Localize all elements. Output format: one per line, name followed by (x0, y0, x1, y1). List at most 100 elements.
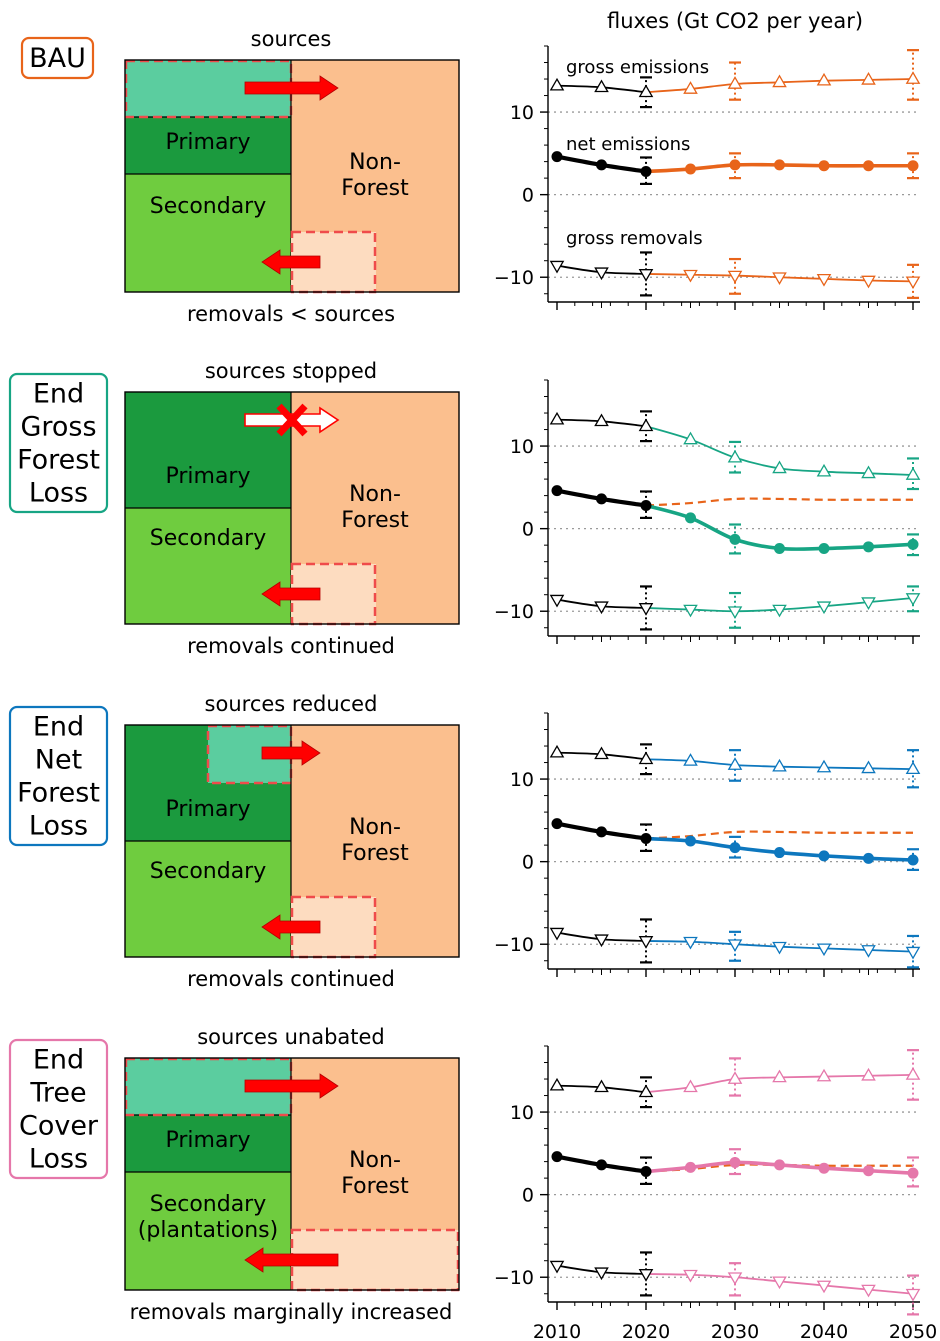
projected-point (727, 270, 743, 284)
removals-arrow-icon (261, 581, 321, 607)
projected-point (772, 460, 787, 474)
projected-point (683, 1079, 698, 1093)
scenario-label: Forest (17, 778, 100, 809)
scenario-label: Net (35, 745, 82, 776)
scenario-label: End (33, 712, 84, 743)
nonforest-label: Forest (341, 841, 409, 866)
scenario-label: Gross (20, 412, 96, 443)
projected-point (905, 71, 921, 84)
historical-point (549, 77, 565, 91)
primary-forest-area (125, 392, 291, 508)
projected-point (905, 467, 921, 480)
projected-point (905, 276, 921, 290)
historical-point (551, 1151, 563, 1163)
diagram-border (124, 59, 460, 293)
secondary-label: Secondary (150, 526, 267, 551)
projected-point (816, 759, 832, 773)
projected-point (685, 512, 696, 524)
flux-chart: −10 0 10 2010 2020 2030 2040 2050 (494, 1045, 937, 1341)
y-tick-label: −10 (494, 1267, 534, 1289)
secondary-label: Secondary (150, 194, 267, 219)
sources-arrow-icon (244, 1073, 339, 1099)
nonforest-label: Non- (349, 150, 401, 175)
y-tick-label: −10 (494, 934, 534, 956)
projected-point (905, 1067, 921, 1080)
removals-arrow-icon (261, 249, 321, 275)
secondary-forest-area (125, 841, 291, 957)
projected-point (861, 275, 876, 289)
scenario-label-box (8, 1038, 109, 1180)
projected-point (861, 1284, 876, 1298)
diagram-top-caption: sources unabated (197, 1025, 385, 1049)
historical-point (640, 833, 652, 845)
historical-point (638, 84, 654, 98)
projected-point (907, 1167, 919, 1179)
projected-point (727, 1071, 743, 1084)
projected-point (683, 269, 698, 283)
diagram-top-caption: sources (251, 27, 332, 51)
projected-point (907, 854, 919, 866)
historical-point (640, 1166, 652, 1178)
historical-point (549, 260, 565, 274)
projected-point (863, 541, 874, 553)
historical-point (549, 1077, 565, 1091)
historical-point (638, 418, 654, 432)
scenario-diagram: Primary Secondary(plantations) Non-Forest s… (8, 1025, 460, 1324)
historical-point (549, 594, 565, 608)
projected-point (772, 1276, 787, 1290)
projected-point (683, 604, 698, 618)
nonforest-label: Forest (341, 176, 409, 201)
projected-point (818, 542, 830, 554)
projected-point (863, 852, 874, 864)
flux-chart: −10 0 10 (494, 379, 921, 644)
y-tick-label: 10 (510, 436, 534, 458)
y-tick-label: 0 (522, 519, 534, 541)
projected-point (861, 760, 876, 774)
bau-baseline-line (645, 830, 913, 840)
projected-point (861, 1067, 876, 1081)
x-tick-label: 2010 (533, 1321, 581, 1341)
projected-point (863, 1165, 874, 1177)
projected-point (905, 946, 921, 960)
historical-point (594, 1267, 609, 1281)
diagram-bottom-caption: removals continued (187, 634, 395, 658)
scenario-label: Loss (29, 478, 88, 509)
projected-point (861, 72, 876, 85)
x-tick-label: 2050 (889, 1321, 937, 1341)
projected-point (905, 593, 921, 606)
scenario-label: End (33, 379, 84, 410)
projected-point (772, 272, 787, 286)
historical-point (551, 151, 563, 163)
projected-point (774, 847, 785, 859)
scenario-label-box (8, 705, 109, 847)
projected-point (727, 757, 743, 770)
diagram-top-caption: sources stopped (205, 359, 377, 383)
projected-point (816, 1068, 832, 1082)
diagram-bottom-caption: removals < sources (187, 302, 395, 326)
projected-point (683, 81, 698, 94)
projected-point (727, 449, 743, 463)
scenario-label: Forest (17, 445, 100, 476)
projected-point (774, 159, 785, 171)
scenario-label: Cover (19, 1111, 99, 1142)
y-tick-label: 10 (510, 1102, 534, 1124)
historical-point (549, 927, 565, 941)
historical-point (594, 601, 609, 615)
projected-point (907, 160, 919, 172)
nonforest-label: Forest (341, 1174, 409, 1199)
historical-point (638, 603, 654, 616)
projected-point (861, 465, 876, 479)
diagram-border (124, 724, 460, 958)
secondary-label: Secondary (150, 1192, 267, 1217)
historical-point (594, 746, 609, 760)
historical-point (594, 413, 609, 427)
projected-point (685, 835, 696, 847)
projected-point (816, 1280, 832, 1294)
historical-point (638, 269, 654, 282)
secondary-forest-area (125, 508, 291, 624)
x-tick-label: 2030 (711, 1321, 759, 1341)
y-tick-label: −10 (494, 267, 534, 289)
projected-point (816, 274, 832, 287)
diagram-bottom-caption: removals continued (187, 967, 395, 991)
nonforest-label: Non- (349, 815, 401, 840)
